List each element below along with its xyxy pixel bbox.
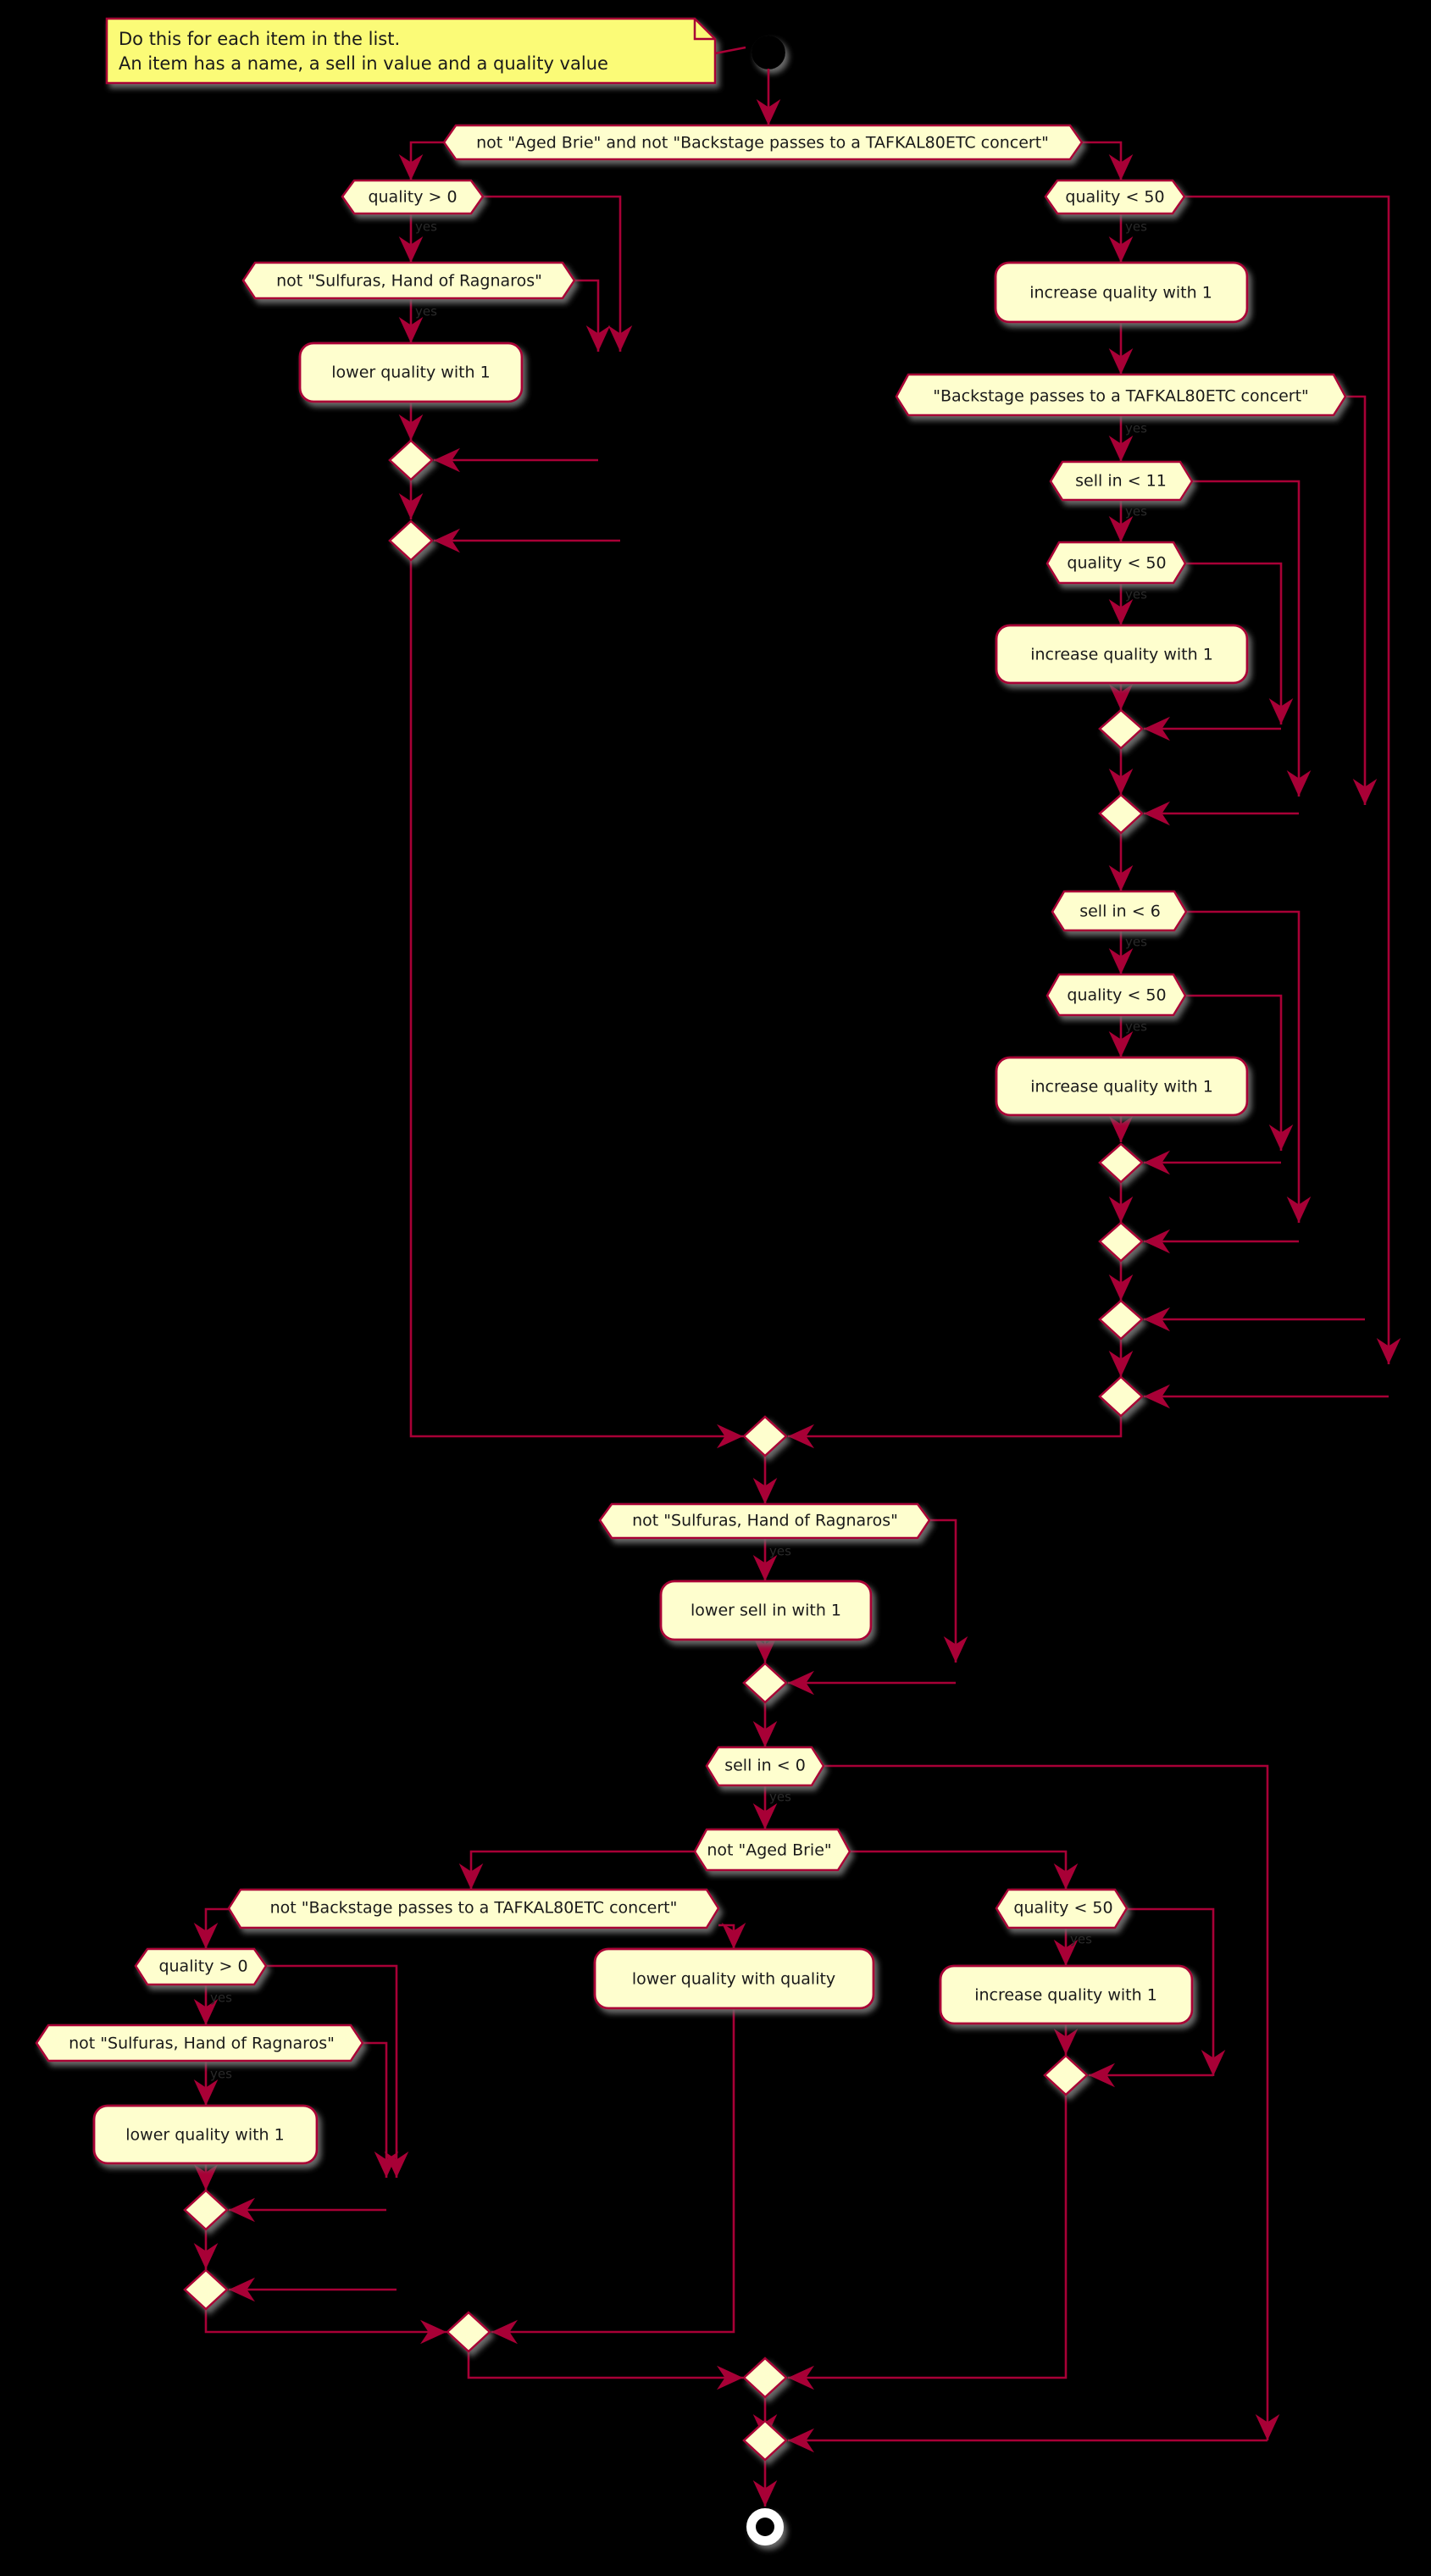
condition-quality-lt-50-4[interactable] <box>995 1888 1129 1929</box>
condition-label: quality < 50 <box>1067 986 1166 1005</box>
action-lower-quality-with-1-b[interactable] <box>92 2104 319 2165</box>
merge-diamond <box>183 2268 229 2311</box>
merge-diamond <box>1098 708 1144 750</box>
condition-label: not "Sulfuras, Hand of Ragnaros" <box>69 2035 335 2053</box>
note-line-2: An item has a name, a sell in value and … <box>119 53 608 74</box>
condition-label: not "Sulfuras, Hand of Ragnaros" <box>632 1512 898 1530</box>
condition-quality-lt-50-3[interactable] <box>1046 973 1187 1017</box>
merge-diamond <box>742 1662 788 1704</box>
action-label: increase quality with 1 <box>1030 646 1213 664</box>
merge-diamond <box>742 1415 788 1457</box>
note-line-1: Do this for each item in the list. <box>119 29 400 49</box>
start-circle <box>752 36 785 69</box>
action-increase-quality-with-1-d[interactable] <box>939 1964 1194 2025</box>
condition-not-sulfuras-3[interactable] <box>35 2024 364 2062</box>
edge-label-yes: yes <box>1125 504 1147 519</box>
condition-not-sulfuras-1[interactable] <box>241 261 576 300</box>
condition-not-backstage-passes-2[interactable] <box>227 1888 720 1929</box>
action-lower-sell-in-with-1[interactable] <box>659 1579 873 1641</box>
action-increase-quality-with-1-b[interactable] <box>995 624 1249 685</box>
merge-diamond <box>1098 1375 1144 1418</box>
condition-label: not "Sulfuras, Hand of Ragnaros" <box>276 272 542 291</box>
action-lower-quality-with-1-a[interactable] <box>298 341 524 403</box>
condition-label: not "Aged Brie" <box>707 1841 831 1860</box>
action-label: increase quality with 1 <box>1030 1078 1213 1096</box>
merge-diamond <box>742 2419 788 2462</box>
edge-label-yes: yes <box>769 1790 791 1805</box>
edge-label-yes: yes <box>415 304 437 319</box>
merge-diamond <box>183 2189 229 2231</box>
action-increase-quality-with-1-a[interactable] <box>994 261 1249 324</box>
edge-label-yes: yes <box>1125 1019 1147 1035</box>
action-lower-quality-with-quality[interactable] <box>593 1947 875 2010</box>
condition-label: quality < 50 <box>1013 1899 1112 1918</box>
condition-label: not "Aged Brie" and not "Backstage passe… <box>476 134 1049 153</box>
condition-not-aged-brie[interactable] <box>693 1828 851 1872</box>
action-label: lower sell in with 1 <box>691 1602 841 1620</box>
condition-quality-gt-0[interactable] <box>341 179 485 215</box>
action-label: lower quality with 1 <box>125 2126 284 2145</box>
edge-label-yes: yes <box>210 2067 232 2082</box>
merge-diamond <box>446 2311 491 2353</box>
condition-quality-lt-50-1[interactable] <box>1044 179 1186 215</box>
merge-diamond <box>1098 1142 1144 1184</box>
edge-label-yes: yes <box>1070 1932 1092 1947</box>
condition-label: quality > 0 <box>368 188 457 207</box>
condition-label: sell in < 11 <box>1075 472 1167 491</box>
merge-diamond <box>1098 793 1144 835</box>
condition-not-aged-brie-and-not-backstage[interactable] <box>442 124 1084 161</box>
edge-layer <box>193 69 1401 2507</box>
action-increase-quality-with-1-c[interactable] <box>995 1056 1249 1117</box>
note-anchor-line <box>714 46 746 55</box>
edge-label-yes: yes <box>1125 219 1147 235</box>
condition-not-sulfuras-2[interactable] <box>598 1502 931 1540</box>
merge-diamond <box>1098 1221 1144 1263</box>
condition-label: sell in < 0 <box>724 1757 806 1775</box>
condition-label: not "Backstage passes to a TAFKAL80ETC c… <box>270 1899 678 1918</box>
end-circle <box>746 2508 784 2545</box>
edge-label-yes: yes <box>1125 587 1147 602</box>
condition-label: quality < 50 <box>1067 554 1166 573</box>
merge-diamond <box>1043 2054 1089 2096</box>
edge-label-yes: yes <box>1125 935 1147 950</box>
action-label: lower quality with quality <box>632 1970 835 1989</box>
condition-sell-in-lt-11[interactable] <box>1049 460 1194 502</box>
condition-quality-gt-0-2[interactable] <box>134 1947 268 1986</box>
action-label: increase quality with 1 <box>974 1986 1157 2005</box>
condition-backstage-passes[interactable] <box>895 373 1347 417</box>
edge-label-yes: yes <box>210 1990 232 2006</box>
merge-diamond <box>388 519 434 562</box>
note-box <box>105 17 717 85</box>
condition-quality-lt-50-2[interactable] <box>1046 541 1187 585</box>
merge-diamond <box>388 439 434 481</box>
edge-label-yes: yes <box>415 219 437 235</box>
condition-sell-in-lt-0[interactable] <box>705 1746 825 1787</box>
action-label: lower quality with 1 <box>331 364 490 382</box>
edge-label-yes: yes <box>769 1544 791 1559</box>
condition-label: sell in < 6 <box>1079 902 1161 921</box>
condition-label: quality < 50 <box>1065 188 1164 207</box>
condition-label: "Backstage passes to a TAFKAL80ETC conce… <box>933 387 1309 406</box>
merge-diamond <box>742 2357 788 2399</box>
condition-label: quality > 0 <box>158 1957 247 1976</box>
edge-label-yes: yes <box>1125 421 1147 436</box>
merge-diamond <box>1098 1299 1144 1341</box>
action-label: increase quality with 1 <box>1029 284 1212 303</box>
condition-sell-in-lt-6[interactable] <box>1051 890 1188 932</box>
